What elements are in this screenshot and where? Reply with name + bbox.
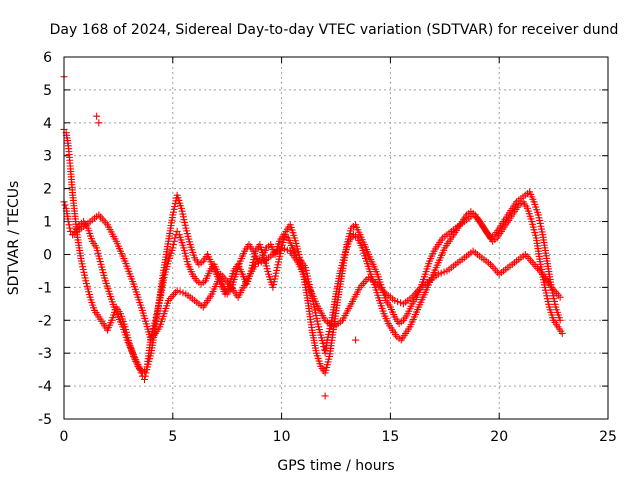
y-tick-label: 6 bbox=[43, 50, 52, 66]
x-tick-label: 5 bbox=[168, 429, 177, 445]
track-a-point bbox=[64, 218, 72, 226]
track-a-trail-marker bbox=[61, 201, 69, 209]
isolated-point bbox=[95, 119, 103, 127]
y-tick-label: -1 bbox=[38, 280, 52, 296]
track-c-point bbox=[173, 287, 181, 295]
x-tick-label: 0 bbox=[60, 429, 69, 445]
track-c-point bbox=[251, 260, 259, 268]
y-tick-label: 5 bbox=[43, 83, 52, 99]
track-a-trail-marker bbox=[66, 224, 74, 232]
y-tick-label: 2 bbox=[43, 182, 52, 198]
track-c-trail-marker bbox=[440, 268, 448, 276]
y-axis-label: SDTVAR / TECUs bbox=[6, 181, 22, 296]
track-a-point bbox=[171, 234, 179, 242]
isolated-point bbox=[93, 112, 101, 120]
track-c-point bbox=[434, 270, 442, 278]
track-c-trail-marker bbox=[283, 246, 291, 254]
track-c-trail-marker bbox=[394, 298, 402, 306]
track-c-trail-marker bbox=[179, 289, 187, 297]
track-c-trail-marker bbox=[437, 269, 445, 277]
y-tick-label: 3 bbox=[43, 149, 52, 165]
track-a-point bbox=[558, 329, 566, 337]
x-axis-label: GPS time / hours bbox=[277, 458, 394, 474]
y-tick-label: -2 bbox=[38, 313, 52, 329]
track-c-point bbox=[278, 244, 286, 252]
isolated-point bbox=[352, 336, 360, 344]
axis-ticks: 0 5 10 15 20 25 -5 -4 -3 -2 -1 0 1 2 3 4 5 6 bbox=[38, 50, 617, 445]
y-tick-label: -4 bbox=[38, 379, 52, 395]
track-b-point bbox=[556, 316, 564, 324]
x-tick-label: 20 bbox=[490, 429, 508, 445]
chart-title: Day 168 of 2024, Sidereal Day-to-day VTE… bbox=[50, 22, 619, 38]
y-tick-label: -3 bbox=[38, 346, 52, 362]
data-points bbox=[60, 73, 566, 400]
plot-frame bbox=[63, 56, 609, 420]
track-a-trail-marker bbox=[141, 372, 149, 380]
track-c-trail-marker bbox=[176, 288, 184, 296]
y-tick-label: 4 bbox=[43, 116, 52, 132]
track-c-trail-marker bbox=[257, 258, 265, 266]
y-tick-label: 1 bbox=[43, 215, 52, 231]
x-tick-label: 10 bbox=[273, 429, 291, 445]
track-c-trail-marker bbox=[281, 245, 289, 253]
track-a-point bbox=[169, 244, 177, 252]
isolated-point bbox=[321, 392, 329, 400]
track-a-point bbox=[141, 376, 149, 384]
track-c-point bbox=[556, 293, 564, 301]
x-tick-label: 15 bbox=[381, 429, 399, 445]
track-a-trail-marker bbox=[170, 241, 178, 249]
y-tick-label: 0 bbox=[43, 247, 52, 263]
track-a-trail-marker bbox=[65, 221, 73, 229]
x-tick-label: 25 bbox=[599, 429, 617, 445]
track-c-trail-marker bbox=[254, 259, 262, 267]
track-c-point bbox=[391, 297, 399, 305]
y-tick-label: -5 bbox=[38, 412, 52, 428]
